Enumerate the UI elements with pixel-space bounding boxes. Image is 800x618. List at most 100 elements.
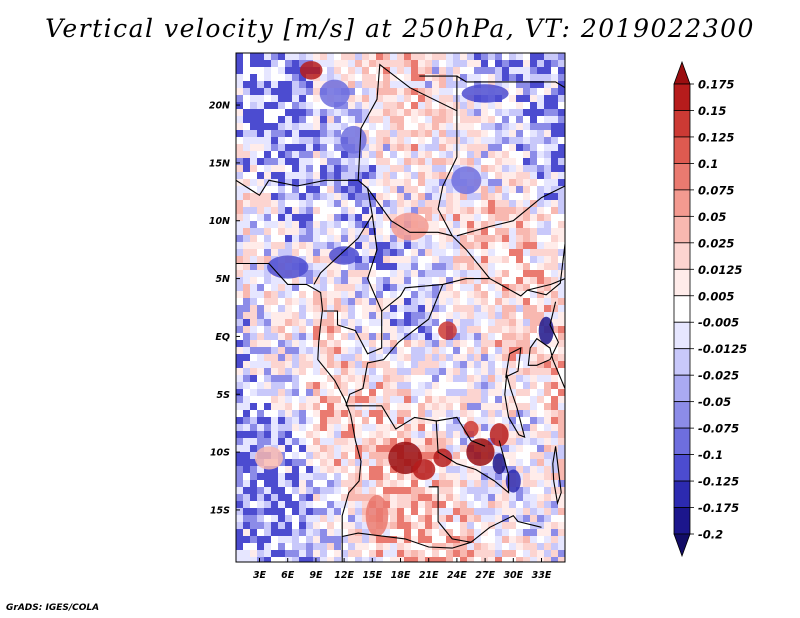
field-cell [292, 396, 300, 404]
field-cell [432, 74, 440, 82]
field-feature [463, 420, 479, 438]
field-cell [299, 347, 307, 355]
field-cell [537, 172, 545, 180]
field-cell [278, 417, 286, 425]
field-cell [376, 368, 384, 376]
field-cell [383, 270, 391, 278]
field-cell [257, 151, 265, 159]
field-cell [495, 382, 503, 390]
field-cell [313, 277, 321, 285]
field-cell [404, 382, 412, 390]
field-cell [425, 319, 433, 327]
field-cell [488, 158, 496, 166]
field-cell [530, 501, 538, 509]
coastline [367, 187, 453, 237]
field-cell [460, 333, 468, 341]
field-cell [516, 242, 524, 250]
field-cell [383, 529, 391, 537]
field-cell [327, 438, 335, 446]
field-cell [495, 501, 503, 509]
y-tick-label: 5N [215, 274, 230, 285]
field-cell [467, 214, 475, 222]
field-cell [257, 438, 265, 446]
field-cell [488, 165, 496, 173]
field-cell [432, 67, 440, 75]
field-cell [481, 144, 489, 152]
field-cell [530, 186, 538, 194]
field-cell [327, 270, 335, 278]
field-cell [432, 207, 440, 215]
field-cell [306, 298, 314, 306]
field-cell [544, 459, 552, 467]
field-cell [341, 291, 349, 299]
field-cell [362, 256, 370, 264]
field-cell [432, 501, 440, 509]
field-cell [348, 81, 356, 89]
field-cell [425, 165, 433, 173]
field-cell [243, 312, 251, 320]
field-cell [362, 60, 370, 68]
field-cell [495, 368, 503, 376]
field-cell [236, 529, 244, 537]
field-cell [397, 536, 405, 544]
field-cell [537, 424, 545, 432]
field-cell [376, 459, 384, 467]
colorbar-box [673, 215, 691, 244]
field-cell [397, 529, 405, 537]
field-cell [292, 319, 300, 327]
field-cell [467, 361, 475, 369]
field-cell [271, 403, 279, 411]
field-cell [299, 438, 307, 446]
field-cell [481, 277, 489, 285]
field-cell [474, 102, 482, 110]
field-cell [285, 214, 293, 222]
field-cell [432, 445, 440, 453]
field-cell [264, 438, 272, 446]
field-cell [306, 200, 314, 208]
field-cell [558, 319, 565, 327]
field-cell [432, 60, 440, 68]
chart-title: Vertical velocity [m/s] at 250hPa, VT: 2… [45, 14, 755, 43]
field-cell [306, 382, 314, 390]
field-cell [558, 249, 565, 257]
field-cell [236, 172, 244, 180]
field-cell [334, 557, 342, 562]
field-cell [243, 494, 251, 502]
field-cell [236, 347, 244, 355]
field-cell [558, 186, 565, 194]
field-cell [404, 60, 412, 68]
field-cell [439, 137, 447, 145]
field-cell [292, 438, 300, 446]
field-cell [460, 116, 468, 124]
field-cell [551, 333, 559, 341]
field-cell [299, 172, 307, 180]
field-cell [257, 102, 265, 110]
field-cell [257, 333, 265, 341]
field-cell [320, 137, 328, 145]
field-cell [544, 473, 552, 481]
field-cell [432, 144, 440, 152]
field-cell [334, 452, 342, 460]
field-cell [327, 550, 335, 558]
field-cell [425, 193, 433, 201]
field-cell [453, 256, 461, 264]
field-cell [481, 361, 489, 369]
field-cell [369, 424, 377, 432]
field-cell [390, 333, 398, 341]
field-cell [544, 102, 552, 110]
field-cell [341, 207, 349, 215]
field-cell [341, 193, 349, 201]
field-cell [236, 403, 244, 411]
field-cell [453, 67, 461, 75]
field-cell [320, 242, 328, 250]
field-cell [474, 67, 482, 75]
field-cell [537, 487, 545, 495]
field-cell [383, 207, 391, 215]
y-tick-label: 10S [210, 448, 230, 459]
field-cell [271, 60, 279, 68]
field-cell [278, 123, 286, 131]
field-cell [516, 137, 524, 145]
field-cell [425, 81, 433, 89]
field-cell [369, 396, 377, 404]
field-cell [348, 536, 356, 544]
